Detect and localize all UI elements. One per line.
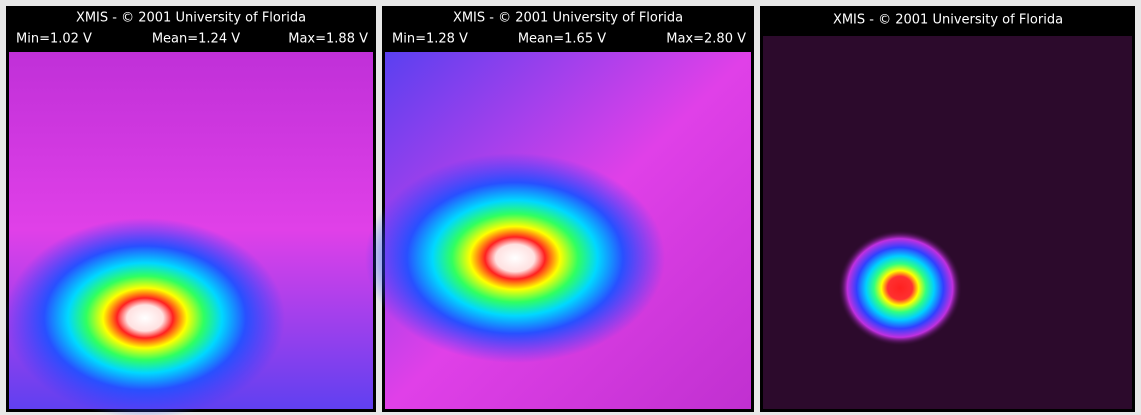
stat-mean: Mean=1.24 V bbox=[152, 32, 240, 47]
stat-min: Min=1.02 V bbox=[16, 32, 92, 47]
window-title: XMIS - © 2001 University of Florida bbox=[833, 13, 1063, 28]
stat-mean: Mean=1.65 V bbox=[518, 32, 606, 47]
hotspot bbox=[838, 230, 962, 346]
hotspot bbox=[365, 153, 665, 363]
stat-max: Max=1.88 V bbox=[288, 32, 368, 47]
heatmap bbox=[763, 36, 1132, 409]
window-title: XMIS - © 2001 University of Florida bbox=[76, 11, 306, 26]
stat-max: Max=2.80 V bbox=[666, 32, 746, 47]
stat-min: Min=1.28 V bbox=[392, 32, 468, 47]
hotspot bbox=[5, 218, 285, 415]
window-title: XMIS - © 2001 University of Florida bbox=[453, 11, 683, 26]
